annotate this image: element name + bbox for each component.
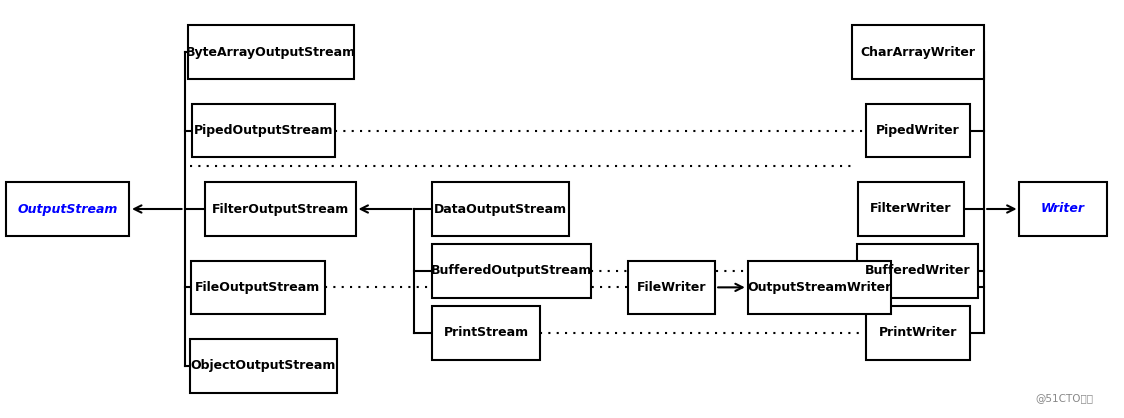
FancyBboxPatch shape: [628, 260, 715, 314]
Text: PipedWriter: PipedWriter: [876, 124, 960, 137]
Text: PrintWriter: PrintWriter: [879, 326, 957, 339]
Text: ByteArrayOutputStream: ByteArrayOutputStream: [187, 46, 356, 59]
Text: CharArrayWriter: CharArrayWriter: [860, 46, 976, 59]
FancyBboxPatch shape: [189, 25, 354, 79]
FancyBboxPatch shape: [858, 182, 964, 236]
FancyBboxPatch shape: [865, 104, 970, 158]
Text: @51CTO博客: @51CTO博客: [1035, 393, 1094, 403]
FancyBboxPatch shape: [747, 260, 891, 314]
FancyBboxPatch shape: [852, 25, 984, 79]
Text: OutputStream: OutputStream: [18, 202, 118, 216]
Text: Writer: Writer: [1041, 202, 1085, 216]
Text: PrintStream: PrintStream: [443, 326, 528, 339]
Text: OutputStreamWriter: OutputStreamWriter: [747, 281, 891, 294]
Text: BufferedOutputStream: BufferedOutputStream: [430, 264, 592, 278]
FancyBboxPatch shape: [433, 182, 569, 236]
FancyBboxPatch shape: [1019, 182, 1107, 236]
FancyBboxPatch shape: [6, 182, 129, 236]
Text: ObjectOutputStream: ObjectOutputStream: [191, 359, 336, 372]
FancyBboxPatch shape: [190, 339, 337, 393]
Text: FilterWriter: FilterWriter: [870, 202, 952, 216]
FancyBboxPatch shape: [858, 244, 978, 298]
Text: FilterOutputStream: FilterOutputStream: [211, 202, 348, 216]
FancyBboxPatch shape: [433, 244, 591, 298]
FancyBboxPatch shape: [433, 306, 540, 359]
Text: BufferedWriter: BufferedWriter: [864, 264, 970, 278]
Text: PipedOutputStream: PipedOutputStream: [193, 124, 333, 137]
FancyBboxPatch shape: [192, 104, 335, 158]
Text: FileOutputStream: FileOutputStream: [196, 281, 320, 294]
FancyBboxPatch shape: [865, 306, 970, 359]
Text: FileWriter: FileWriter: [637, 281, 706, 294]
Text: DataOutputStream: DataOutputStream: [434, 202, 566, 216]
FancyBboxPatch shape: [191, 260, 325, 314]
FancyBboxPatch shape: [205, 182, 355, 236]
